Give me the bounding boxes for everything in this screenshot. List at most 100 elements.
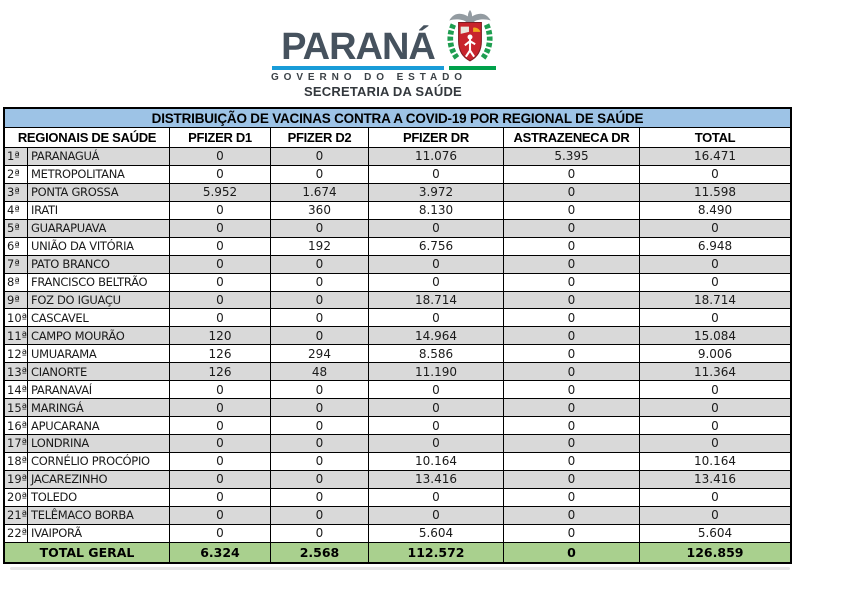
table-row: 8ª FRANCISCO BELTRÃO 0 0 0 0 0 (5, 273, 790, 292)
pfizer-d2-value: 0 (271, 273, 369, 292)
region-number: 17ª (5, 435, 28, 453)
region-number: 16ª (5, 417, 28, 435)
pfizer-dr-value: 18.714 (369, 291, 504, 310)
region-number: 1ª (5, 148, 28, 166)
pfizer-dr-value: 5.604 (369, 524, 504, 543)
total-pfizer-dr: 112.572 (369, 542, 504, 562)
pfizer-dr-value: 0 (369, 417, 504, 435)
pfizer-d1-value: 0 (170, 399, 271, 418)
region-number: 10ª (5, 309, 28, 328)
row-total-value: 9.006 (640, 345, 790, 364)
pfizer-d2-value: 0 (271, 470, 369, 489)
astrazeneca-dr-value: 0 (504, 506, 640, 525)
column-header-pfizer-d2: PFIZER D2 (271, 128, 369, 147)
pfizer-dr-value: 8.586 (369, 345, 504, 364)
vaccine-distribution-table: DISTRIBUIÇÃO DE VACINAS CONTRA A COVID-1… (3, 107, 792, 564)
astrazeneca-dr-value: 0 (504, 183, 640, 202)
row-total-value: 0 (640, 166, 790, 184)
pfizer-d2-value: 294 (271, 345, 369, 364)
row-total-value: 0 (640, 381, 790, 400)
region-name: APUCARANA (28, 417, 170, 435)
row-total-value: 0 (640, 435, 790, 453)
region-number: 14ª (5, 381, 28, 400)
region-number: 9ª (5, 291, 28, 310)
region-name: LONDRINA (28, 435, 170, 453)
secretariat-line: SECRETARIA DA SAÚDE (304, 84, 462, 99)
pfizer-dr-value: 3.972 (369, 183, 504, 202)
region-name: TOLEDO (28, 488, 170, 507)
pfizer-d2-value: 0 (271, 327, 369, 346)
pfizer-d2-value: 0 (271, 524, 369, 543)
table-row: 4ª IRATI 0 360 8.130 0 8.490 (5, 201, 790, 220)
astrazeneca-dr-value: 0 (504, 219, 640, 238)
region-number: 5ª (5, 219, 28, 238)
row-total-value: 10.164 (640, 453, 790, 471)
total-geral-value: 126.859 (640, 542, 790, 562)
table-row: 17ª LONDRINA 0 0 0 0 0 (5, 435, 790, 453)
astrazeneca-dr-value: 0 (504, 452, 640, 471)
logo-blue-bar (272, 66, 444, 70)
pfizer-d2-value: 0 (271, 165, 369, 184)
region-number: 11ª (5, 327, 28, 346)
table-row: 9ª FOZ DO IGUAÇU 0 0 18.714 0 18.714 (5, 291, 790, 310)
region-name: UNIÃO DA VITÓRIA (28, 237, 170, 256)
row-total-value: 0 (640, 506, 790, 525)
pfizer-d2-value: 0 (271, 488, 369, 507)
region-number: 12ª (5, 345, 28, 364)
pfizer-d1-value: 0 (170, 488, 271, 507)
row-total-value: 0 (640, 255, 790, 274)
region-number: 4ª (5, 201, 28, 220)
pfizer-dr-value: 0 (369, 273, 504, 292)
pfizer-d2-value: 48 (271, 363, 369, 382)
pfizer-dr-value: 0 (369, 309, 504, 328)
table-row: 16ª APUCARANA 0 0 0 0 0 (5, 417, 790, 435)
pfizer-dr-value: 0 (369, 381, 504, 400)
table-title-row: DISTRIBUIÇÃO DE VACINAS CONTRA A COVID-1… (5, 109, 790, 128)
pfizer-dr-value: 14.964 (369, 327, 504, 346)
pfizer-d1-value: 0 (170, 273, 271, 292)
region-name: PONTA GROSSA (28, 183, 170, 202)
astrazeneca-dr-value: 0 (504, 273, 640, 292)
pfizer-d1-value: 0 (170, 435, 271, 453)
pfizer-d1-value: 0 (170, 237, 271, 256)
region-name: PARANAVAÍ (28, 381, 170, 400)
region-name: GUARAPUAVA (28, 219, 170, 238)
table-body: 1ª PARANAGUÁ 0 0 11.076 5.395 16.471 2ª … (5, 148, 790, 543)
pfizer-d1-value: 0 (170, 417, 271, 435)
region-name: PATO BRANCO (28, 255, 170, 274)
pfizer-d1-value: 126 (170, 363, 271, 382)
column-header-pfizer-dr: PFIZER DR (369, 128, 504, 147)
table-shadow (10, 567, 790, 570)
region-name: FRANCISCO BELTRÃO (28, 273, 170, 292)
pfizer-dr-value: 8.130 (369, 201, 504, 220)
table-row: 3ª PONTA GROSSA 5.952 1.674 3.972 0 11.5… (5, 183, 790, 202)
row-total-value: 0 (640, 274, 790, 292)
table-header-row: REGIONAIS DE SAÚDE PFIZER D1 PFIZER D2 P… (5, 128, 790, 148)
row-total-value: 11.364 (640, 363, 790, 382)
region-name: JACAREZINHO (28, 470, 170, 489)
region-name: TELÊMACO BORBA (28, 506, 170, 525)
table-row: 13ª CIANORTE 126 48 11.190 0 11.364 (5, 363, 790, 382)
pfizer-d1-value: 0 (170, 219, 271, 238)
astrazeneca-dr-value: 0 (504, 417, 640, 435)
row-total-value: 0 (640, 399, 790, 418)
row-total-value: 15.084 (640, 327, 790, 346)
pfizer-d2-value: 0 (271, 309, 369, 328)
pfizer-dr-value: 0 (369, 255, 504, 274)
table-row: 19ª JACAREZINHO 0 0 13.416 0 13.416 (5, 470, 790, 489)
region-number: 22ª (5, 524, 28, 543)
region-name: METROPOLITANA (28, 165, 170, 184)
table-row: 22ª IVAIPORÃ 0 0 5.604 0 5.604 (5, 524, 790, 543)
pfizer-dr-value: 6.756 (369, 237, 504, 256)
pfizer-dr-value: 0 (369, 399, 504, 418)
table-total-row: TOTAL GERAL 6.324 2.568 112.572 0 126.85… (5, 542, 790, 562)
pfizer-d2-value: 0 (271, 381, 369, 400)
region-name: CAMPO MOURÃO (28, 327, 170, 346)
pfizer-dr-value: 0 (369, 219, 504, 238)
pfizer-dr-value: 0 (369, 165, 504, 184)
row-total-value: 6.948 (640, 238, 790, 256)
table-row: 2ª METROPOLITANA 0 0 0 0 0 (5, 165, 790, 184)
astrazeneca-dr-value: 0 (504, 363, 640, 382)
table-row: 18ª CORNÉLIO PROCÓPIO 0 0 10.164 0 10.16… (5, 452, 790, 471)
